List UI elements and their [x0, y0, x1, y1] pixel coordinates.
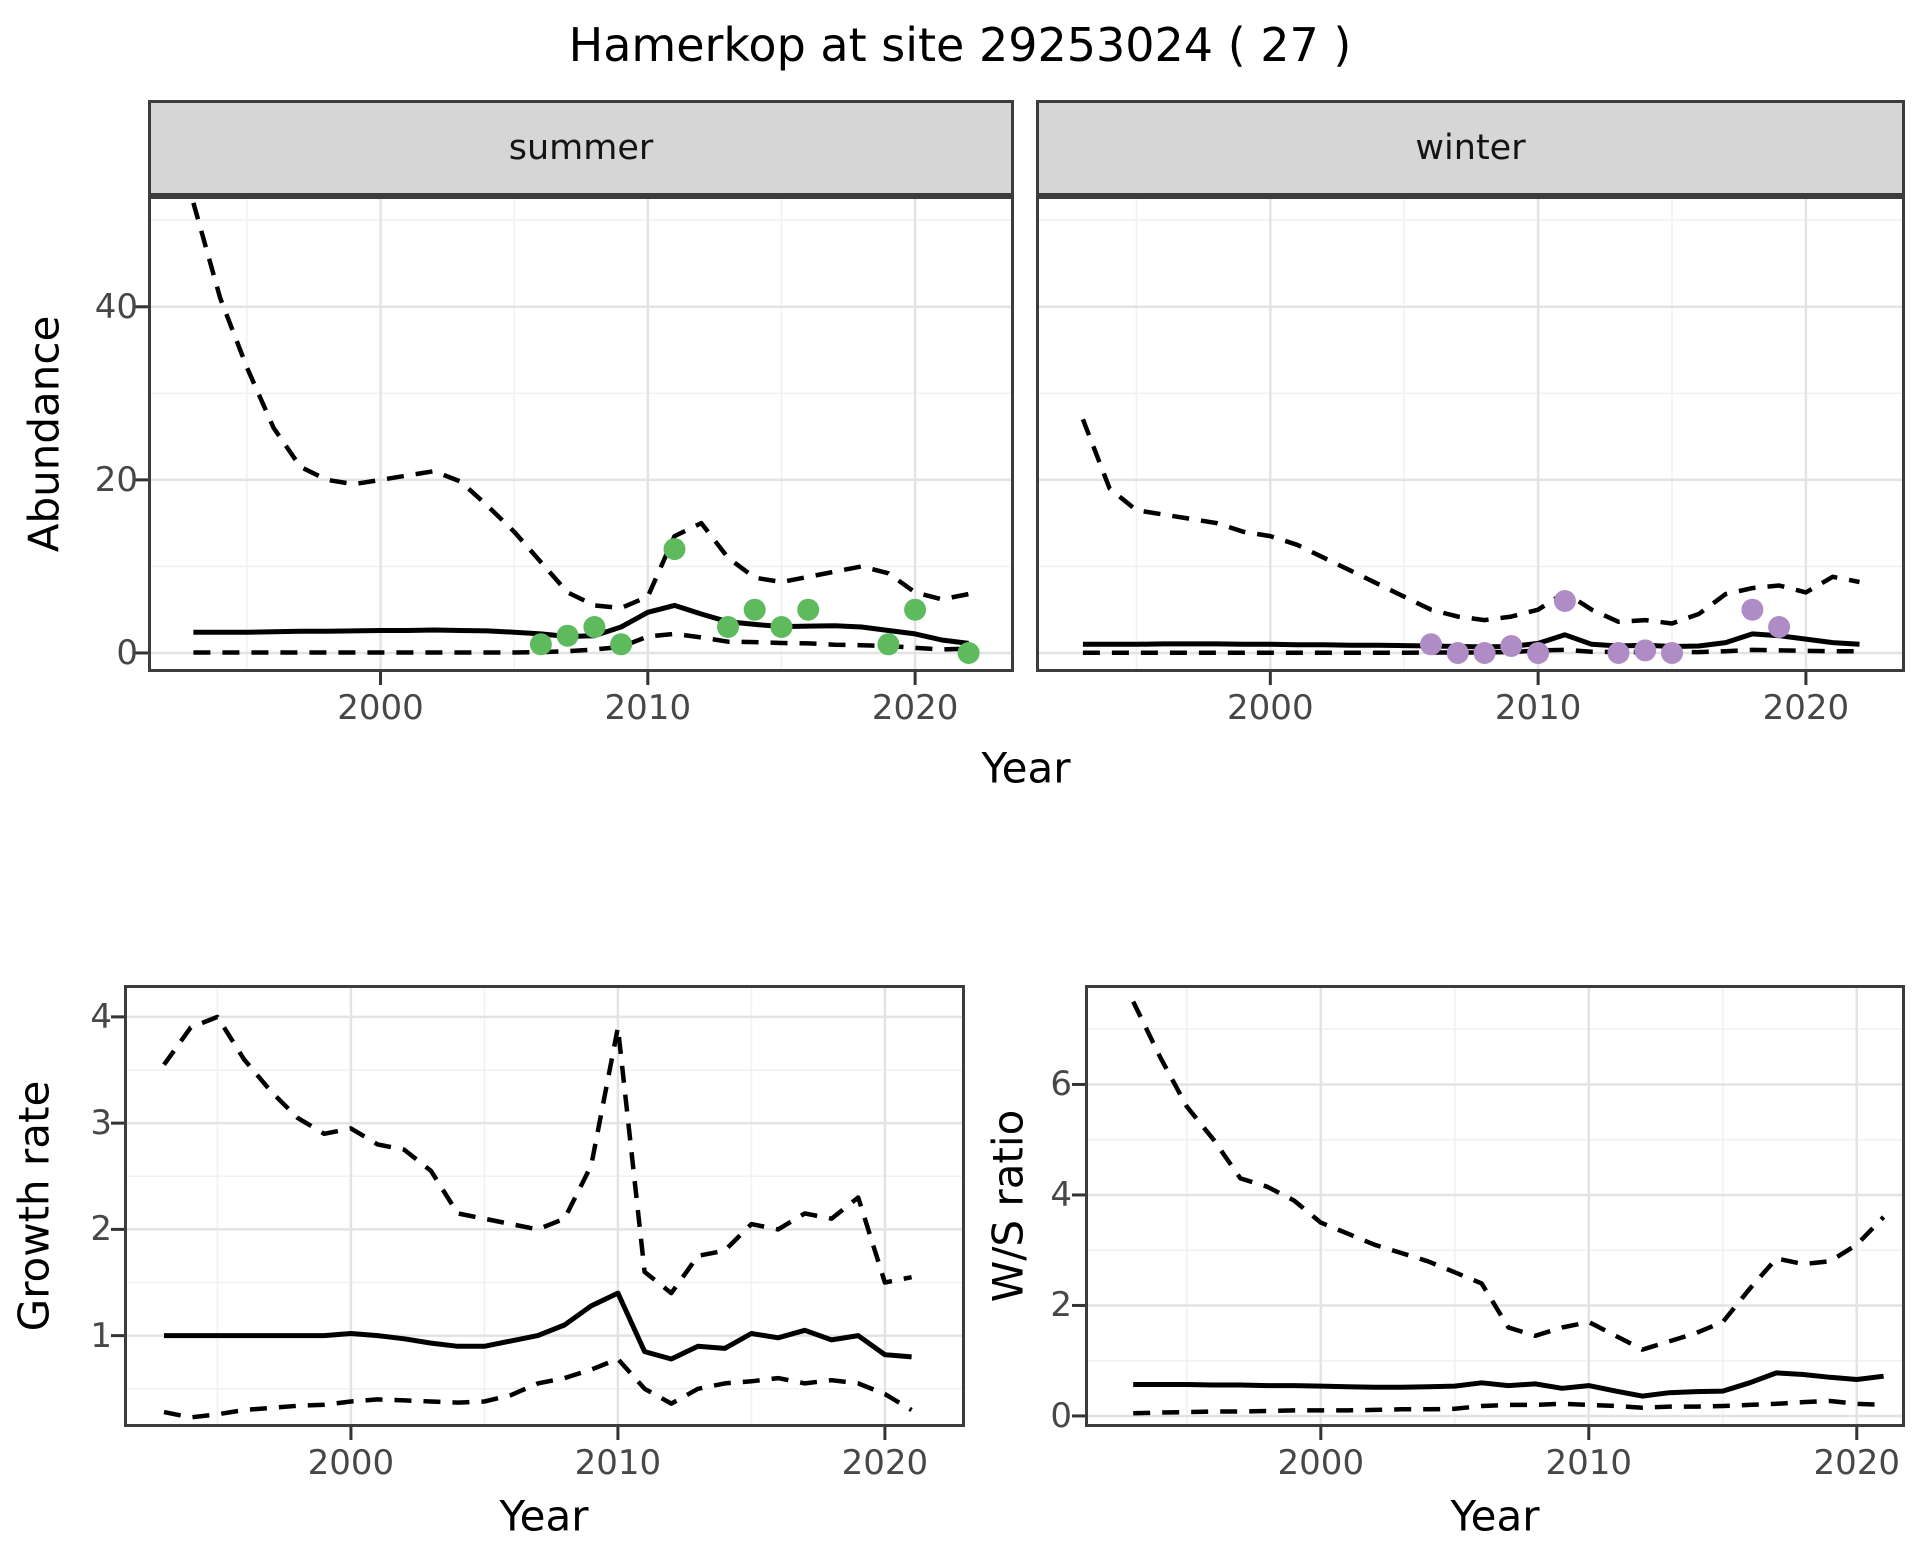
data-point	[529, 633, 552, 656]
panel-border	[148, 196, 1014, 672]
data-point	[610, 633, 633, 656]
y-tick-label: 1	[90, 1315, 112, 1356]
y-tick-label: 20	[94, 459, 138, 500]
facet-label-summer: summer	[508, 128, 654, 168]
data-point	[663, 538, 686, 561]
x-tick-label: 2010	[1494, 688, 1582, 728]
x-tick-label: 2020	[871, 688, 959, 728]
x-tick-label: 2000	[1227, 688, 1314, 728]
data-point	[1634, 639, 1657, 662]
x-axis-title-year-top: Year	[981, 743, 1071, 793]
lower_ci-line	[1082, 647, 1860, 656]
y-tick-label: 40	[94, 286, 138, 327]
panel-ws_ratio	[1085, 985, 1905, 1427]
y-tick-label: 4	[1050, 1174, 1072, 1215]
facet-label-winter: winter	[1415, 128, 1526, 168]
data-point	[1661, 642, 1683, 664]
data-point	[1473, 642, 1496, 664]
data-point	[904, 598, 927, 621]
x-tick-label: 2010	[1545, 1443, 1633, 1483]
data-point	[1607, 642, 1630, 664]
data-point	[1741, 598, 1764, 621]
panel-border	[1036, 196, 1905, 672]
upper_ci-line	[191, 202, 970, 611]
facet-strip-summer: summer	[148, 100, 1014, 196]
x-tick-label: 2020	[1813, 1443, 1901, 1483]
lower_ci-line	[193, 631, 969, 655]
data-point	[1420, 633, 1442, 656]
x-tick-label: 2000	[337, 688, 424, 728]
upper_ci-line	[1131, 1000, 1886, 1352]
x-tick-label: 2020	[841, 1443, 929, 1483]
median-line	[164, 1290, 912, 1362]
upper_ci-line	[1080, 418, 1860, 626]
y-tick-label: 2	[1050, 1285, 1072, 1326]
y-tick-label: 2	[90, 1209, 112, 1250]
lower_ci-line	[1133, 1398, 1884, 1416]
data-point	[1553, 590, 1576, 612]
data-point	[1446, 642, 1469, 664]
lower_ci-line	[163, 1356, 913, 1420]
panel-border	[124, 985, 965, 1427]
data-point	[770, 616, 793, 638]
chart-title: Hamerkop at site 29253024 ( 27 )	[568, 18, 1352, 72]
data-point	[556, 624, 579, 647]
y-tick-label: 4	[90, 996, 112, 1037]
data-point	[1527, 642, 1550, 664]
data-point	[957, 642, 980, 664]
panel-growth_rate	[124, 985, 965, 1427]
data-point	[877, 633, 900, 656]
data-point	[717, 616, 739, 638]
panel-abundance_winter	[1036, 196, 1905, 672]
data-point	[1768, 616, 1791, 638]
data-point	[1500, 635, 1523, 657]
y-tick-label: 3	[90, 1103, 112, 1144]
median-line	[1133, 1370, 1884, 1399]
upper_ci-line	[162, 1014, 913, 1296]
y-tick-label: 0	[1050, 1395, 1072, 1436]
data-point	[743, 598, 766, 621]
data-point	[583, 616, 606, 638]
x-tick-label: 2020	[1762, 688, 1850, 728]
panel-abundance_summer	[148, 196, 1014, 672]
x-axis-title-year-growth: Year	[499, 1491, 589, 1541]
y-tick-label: 0	[116, 632, 138, 673]
x-tick-label: 2010	[604, 688, 692, 728]
median-line	[193, 602, 969, 646]
x-axis-title-year-ws: Year	[1450, 1491, 1540, 1541]
facet-strip-winter: winter	[1036, 100, 1905, 196]
panel-border	[1085, 985, 1905, 1427]
data-point	[797, 598, 820, 621]
y-axis-title-abundance: Abundance	[19, 315, 69, 553]
x-tick-label: 2000	[1277, 1443, 1365, 1483]
x-tick-label: 2000	[307, 1443, 395, 1483]
median-line	[1082, 631, 1860, 650]
y-tick-label: 6	[1050, 1064, 1072, 1105]
x-tick-label: 2010	[574, 1443, 662, 1483]
